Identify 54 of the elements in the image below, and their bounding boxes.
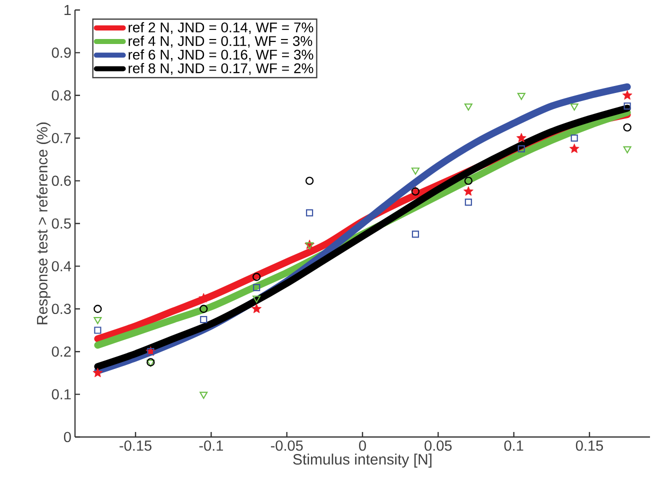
x-tick-label: -0.15	[120, 440, 152, 451]
point	[200, 316, 208, 324]
point	[252, 272, 261, 281]
x-axis-title: Stimulus intensity [N]	[293, 454, 432, 468]
point	[516, 132, 526, 142]
point	[464, 198, 472, 206]
y-tick-label: 0.7	[52, 132, 71, 144]
point	[200, 304, 208, 313]
point	[200, 392, 208, 399]
point	[92, 368, 103, 378]
y-axis-title: Response test > reference (%)	[36, 122, 50, 324]
legend-label: ref 2 N, JND = 0.14, WF = 7%	[128, 22, 314, 34]
point	[252, 304, 262, 314]
y-tick-label: 0.5	[52, 218, 71, 229]
point	[623, 123, 632, 132]
y-tick-label: 0.2	[52, 346, 71, 357]
y-tick-label: 0.3	[52, 304, 71, 314]
legend-label: ref 6 N, JND = 0.16, WF = 3%	[128, 49, 314, 62]
point	[570, 104, 578, 111]
y-tick-label: 1	[64, 5, 71, 15]
point	[570, 134, 578, 142]
y-tick-label: 0	[64, 432, 71, 442]
y-tick-label: 0.6	[52, 176, 71, 186]
y-tick-label: 0.1	[52, 389, 71, 400]
point	[305, 176, 314, 185]
legend-label: ref 4 N, JND = 0.11, WF = 3%	[128, 36, 312, 48]
point	[411, 168, 420, 175]
point	[518, 145, 525, 152]
point	[412, 230, 420, 238]
point	[464, 104, 472, 111]
point	[94, 304, 102, 313]
x-tick-label: 0.1	[504, 440, 524, 451]
x-tick-label: -0.05	[270, 440, 303, 451]
y-tick-label: 0.9	[52, 48, 71, 58]
point	[94, 317, 102, 324]
point	[624, 102, 631, 110]
point	[94, 326, 102, 334]
point	[623, 146, 632, 154]
x-tick-label: -0.1	[199, 440, 223, 451]
x-tick-label: 0.05	[424, 440, 452, 451]
point	[252, 296, 261, 303]
point	[463, 186, 474, 196]
point	[253, 284, 260, 292]
y-tick-label: 0.8	[52, 90, 71, 101]
point	[517, 92, 526, 100]
point	[464, 176, 473, 185]
x-tick-label: 0	[359, 440, 366, 451]
y-tick-label: 0.4	[52, 261, 72, 272]
x-tick-label: 0.15	[576, 440, 603, 451]
point	[622, 90, 632, 100]
point	[569, 144, 580, 154]
legend-label: ref 8 N, JND = 0.17, WF = 2%	[128, 62, 314, 75]
point	[306, 242, 314, 250]
point	[306, 209, 314, 216]
